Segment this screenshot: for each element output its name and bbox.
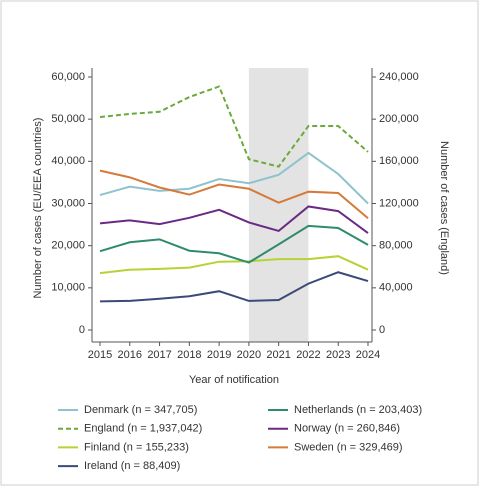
y2-tick-label: 120,000 bbox=[379, 197, 419, 209]
series-line bbox=[99, 255, 369, 275]
legend-label: Netherlands (n = 203,403) bbox=[294, 404, 422, 416]
y2-tick-label: 80,000 bbox=[379, 240, 413, 252]
legend-label: Denmark (n = 347,705) bbox=[84, 404, 197, 416]
y-tick-label: 10,000 bbox=[51, 282, 85, 294]
y-tick-label: 0 bbox=[79, 324, 85, 336]
x-axis-title: Year of notification bbox=[189, 374, 279, 386]
y2-tick-label: 160,000 bbox=[379, 155, 419, 167]
x-tick-label: 2018 bbox=[177, 349, 201, 361]
x-tick-label: 2022 bbox=[296, 349, 320, 361]
series-line bbox=[99, 205, 369, 234]
x-tick-label: 2017 bbox=[147, 349, 171, 361]
x-tick-label: 2023 bbox=[326, 349, 350, 361]
y-tick-label: 20,000 bbox=[51, 240, 85, 252]
y-tick-label: 60,000 bbox=[51, 71, 85, 83]
series-line bbox=[99, 271, 369, 303]
legend-label: Finland (n = 155,233) bbox=[84, 441, 189, 453]
y2-tick-label: 240,000 bbox=[379, 71, 419, 83]
x-tick-label: 2021 bbox=[266, 349, 290, 361]
y2-tick-label: 200,000 bbox=[379, 113, 419, 125]
legend-label: Norway (n = 260,846) bbox=[294, 423, 400, 435]
highlight-band bbox=[248, 68, 309, 342]
legend-label: Ireland (n = 88,409) bbox=[84, 460, 180, 472]
series-line bbox=[99, 85, 369, 168]
x-tick-label: 2020 bbox=[237, 349, 261, 361]
series-line bbox=[99, 169, 369, 220]
series-line bbox=[99, 224, 369, 264]
y-tick-label: 30,000 bbox=[51, 197, 85, 209]
x-tick-label: 2019 bbox=[207, 349, 231, 361]
y2-tick-label: 0 bbox=[379, 324, 385, 336]
legend-label: Sweden (n = 329,469) bbox=[294, 441, 403, 453]
y2-axis-title: Number of cases (England) bbox=[438, 141, 450, 275]
series-line bbox=[99, 151, 369, 205]
y-axis-title: Number of cases (EU/EEA countries) bbox=[32, 118, 44, 299]
y-tick-label: 50,000 bbox=[51, 113, 85, 125]
y2-tick-label: 40,000 bbox=[379, 282, 413, 294]
y-tick-label: 40,000 bbox=[51, 155, 85, 167]
x-tick-label: 2015 bbox=[88, 349, 112, 361]
x-tick-label: 2024 bbox=[356, 349, 380, 361]
legend-label: England (n = 1,937,042) bbox=[84, 423, 202, 435]
x-tick-label: 2016 bbox=[118, 349, 142, 361]
